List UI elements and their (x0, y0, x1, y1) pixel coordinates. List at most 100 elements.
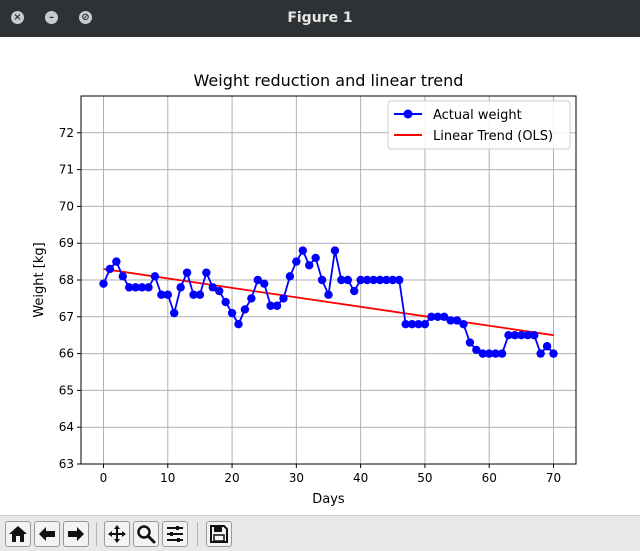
maximize-window-button[interactable]: ⊘ (79, 11, 92, 24)
x-tick-label: 20 (224, 471, 239, 485)
data-point (305, 261, 314, 270)
close-window-button[interactable]: × (11, 11, 24, 24)
navigation-toolbar (0, 515, 640, 551)
data-point (279, 294, 288, 303)
data-point (401, 319, 410, 329)
trend-line (103, 268, 554, 337)
data-point (530, 331, 539, 340)
data-point (427, 312, 436, 321)
data-point (485, 349, 494, 358)
trend-layer (103, 268, 554, 337)
figure-canvas[interactable]: 0 10 20 30 40 50 60 70 63 64 65 66 67 68 69 70 71 72 Weig… (0, 37, 640, 515)
data-point (144, 283, 153, 292)
legend-marker-actual (403, 109, 413, 119)
data-point (292, 257, 301, 266)
grid (81, 96, 576, 465)
data-point (350, 286, 359, 296)
data-point (459, 319, 468, 329)
y-tick-label: 67 (59, 310, 74, 324)
data-point (446, 316, 455, 325)
data-point (170, 308, 179, 318)
data-point (112, 257, 121, 266)
y-tick-label: 64 (59, 420, 74, 434)
zoom-button[interactable] (133, 521, 159, 547)
data-point (105, 264, 115, 274)
y-tick-label: 68 (59, 273, 74, 287)
back-arrow-icon (39, 527, 55, 541)
toolbar-separator (96, 522, 97, 546)
data-point (337, 275, 346, 285)
data-point (221, 297, 230, 307)
legend-label-actual: Actual weight (433, 108, 522, 123)
data-point (227, 308, 237, 318)
actual-layer (99, 246, 558, 358)
data-point (260, 279, 269, 288)
data-point (440, 312, 449, 321)
data-point (324, 290, 333, 299)
minimize-window-button[interactable]: – (45, 11, 58, 24)
save-button[interactable] (206, 521, 232, 547)
pan-icon (108, 525, 126, 543)
data-point (317, 275, 327, 285)
data-point (356, 275, 365, 285)
save-icon (210, 525, 228, 543)
legend: Actual weight Linear Trend (OLS) (387, 100, 571, 150)
x-tick-label: 30 (289, 471, 304, 485)
subplots-icon (167, 526, 183, 542)
x-tick-label: 40 (353, 471, 368, 485)
data-point (517, 331, 526, 340)
back-button[interactable] (34, 521, 60, 547)
data-point (523, 331, 532, 340)
data-point (510, 331, 520, 340)
data-point (330, 246, 340, 255)
y-tick-label: 72 (59, 126, 74, 140)
x-tick-label: 10 (160, 471, 175, 485)
home-button[interactable] (5, 521, 31, 547)
data-point (504, 331, 513, 340)
data-point (176, 283, 185, 292)
data-point (382, 275, 391, 285)
data-point (266, 301, 275, 310)
home-icon (9, 526, 27, 542)
data-point (215, 286, 224, 296)
data-point (497, 349, 507, 358)
legend-label-trend: Linear Trend (OLS) (433, 129, 553, 144)
data-point (536, 349, 545, 358)
data-point (150, 272, 160, 281)
x-axis-label: Days (312, 492, 345, 507)
y-tick-label: 69 (59, 236, 74, 250)
data-point (395, 275, 404, 285)
data-point (285, 272, 295, 281)
data-point (99, 279, 108, 288)
data-point (542, 342, 552, 351)
y-axis-label: Weight [kg] (32, 242, 47, 317)
window-title: Figure 1 (287, 10, 353, 26)
ticks: 0 10 20 30 40 50 60 70 63 64 65 66 67 68 69 70 71 72 (59, 126, 561, 485)
data-point (189, 290, 198, 299)
data-point (131, 283, 140, 292)
data-point (343, 275, 352, 285)
forward-button[interactable] (63, 521, 89, 547)
data-point (118, 272, 127, 281)
data-point (465, 338, 475, 347)
legend-box (387, 100, 571, 150)
chart-title: Weight reduction and linear trend (194, 71, 464, 90)
data-point (298, 246, 307, 255)
data-point (247, 294, 256, 303)
data-point (420, 319, 430, 329)
y-tick-label: 71 (59, 163, 74, 177)
x-tick-label: 60 (482, 471, 497, 485)
x-tick-label: 50 (417, 471, 432, 485)
data-point (253, 275, 262, 285)
data-point (369, 275, 378, 285)
data-point (407, 319, 417, 329)
y-tick-label: 63 (59, 457, 74, 471)
subplots-button[interactable] (162, 521, 188, 547)
data-point (195, 290, 205, 299)
data-point (375, 275, 385, 285)
y-tick-label: 65 (59, 383, 74, 397)
y-tick-label: 70 (59, 199, 74, 213)
chart: 0 10 20 30 40 50 60 70 63 64 65 66 67 68 69 70 71 72 Weig… (32, 71, 577, 507)
pan-button[interactable] (104, 521, 130, 547)
data-point (311, 253, 320, 263)
